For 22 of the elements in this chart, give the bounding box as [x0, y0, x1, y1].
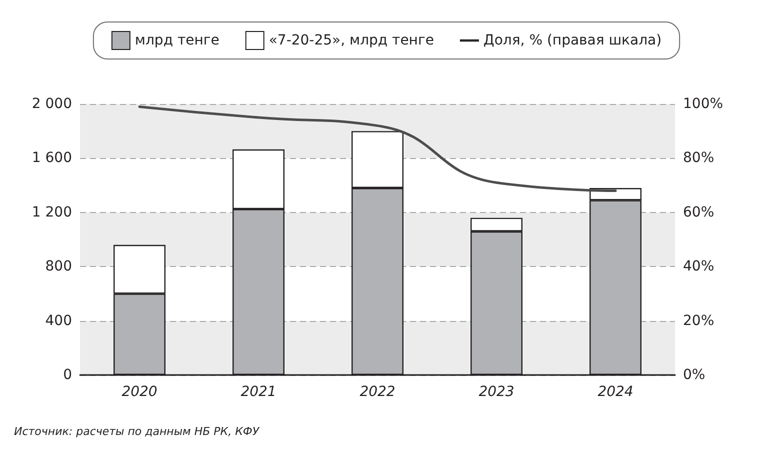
y2-tick-label: 80% — [683, 150, 714, 166]
y-tick-label: 1 200 — [32, 204, 72, 220]
legend-label: млрд тенге — [134, 32, 220, 48]
y2-tick-label: 100% — [683, 96, 724, 112]
y-tick-label: 800 — [45, 258, 72, 275]
legend-label: Доля, % (правая шкала) — [483, 32, 662, 48]
x-tick-label: 2022 — [360, 384, 396, 400]
y-tick-label: 400 — [45, 312, 72, 329]
x-tick-label: 2020 — [122, 384, 158, 400]
y-tick-label: 2 000 — [32, 96, 72, 112]
legend-label: «7-20-25», млрд тенге — [268, 32, 434, 48]
y2-tick-label: 40% — [683, 258, 714, 275]
y2-tick-label: 0% — [683, 367, 706, 383]
y2-tick-label: 20% — [683, 312, 714, 329]
x-tick-label: 2021 — [240, 384, 276, 400]
x-tick-label: 2023 — [478, 384, 514, 400]
x-tick-label: 2024 — [598, 384, 634, 400]
text: Источник: расчеты по данным НБ РК, КФУ — [14, 425, 260, 438]
line-series — [138, 105, 617, 192]
y-tick-label: 1 600 — [32, 150, 72, 166]
y-tick-label: 0 — [63, 367, 72, 383]
y2-tick-label: 60% — [683, 204, 714, 220]
